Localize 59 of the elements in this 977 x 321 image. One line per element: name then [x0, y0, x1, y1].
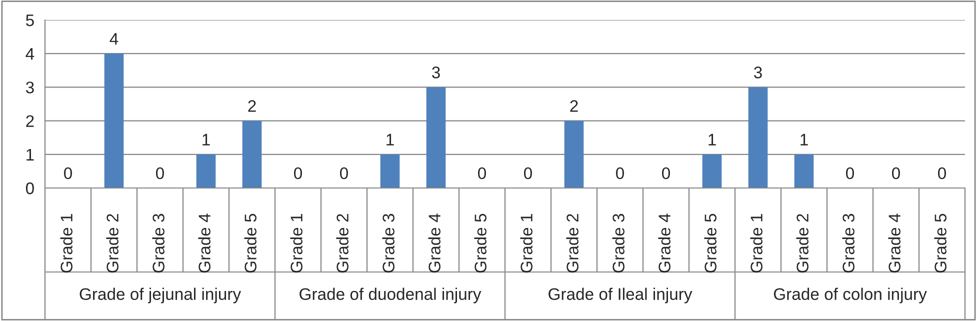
y-tick-label: 2	[26, 115, 34, 127]
bar	[748, 87, 768, 188]
text: Grade of colon injury	[774, 288, 927, 304]
data-label: 0	[478, 167, 486, 180]
data-label: 0	[340, 167, 348, 180]
x-tick-label: Grade 1	[520, 214, 532, 273]
x-tick-label: Grade 3	[842, 214, 854, 273]
data-label: 0	[938, 167, 946, 180]
x-tick-label: Grade 5	[934, 214, 946, 273]
x-tick-label: Grade 4	[658, 214, 670, 273]
x-tick-label: Grade 1	[750, 214, 762, 273]
data-label: 1	[386, 134, 394, 146]
bar	[104, 54, 124, 188]
x-tick-label: Grade 3	[612, 214, 624, 273]
x-tick-label: Grade 2	[336, 214, 348, 273]
x-tick-label: Grade 3	[152, 214, 164, 273]
data-label: 0	[892, 167, 900, 180]
data-label: 3	[432, 66, 440, 78]
data-label: 0	[294, 167, 302, 180]
y-tick-label: 4	[26, 48, 34, 60]
data-label: 4	[110, 33, 118, 45]
data-label: 2	[570, 100, 578, 112]
x-tick-label: Grade 4	[428, 214, 440, 273]
x-tick-label: Grade 5	[704, 214, 716, 273]
data-label: 1	[800, 134, 808, 146]
x-tick-label: Grade 1	[60, 214, 72, 273]
x-tick-label: Grade 2	[796, 214, 808, 273]
data-label: 0	[616, 167, 624, 180]
x-tick-label: Grade 1	[290, 214, 302, 273]
x-tick-label: Grade 3	[382, 214, 394, 273]
data-label: 1	[708, 134, 716, 146]
bar	[196, 154, 216, 188]
x-tick-label: Grade 5	[244, 214, 256, 273]
x-tick-label: Grade 2	[106, 214, 118, 273]
bar	[564, 120, 584, 188]
y-tick-label: 1	[26, 148, 34, 160]
data-label: 0	[524, 167, 532, 180]
data-label: 0	[846, 167, 854, 180]
bar	[794, 154, 814, 188]
text: Grade of jejunal injury	[80, 288, 242, 304]
data-label: 0	[64, 167, 72, 180]
y-tick-label: 0	[26, 182, 34, 194]
bar	[426, 87, 446, 188]
bar	[380, 154, 400, 188]
x-tick-label: Grade 2	[566, 214, 578, 273]
x-tick-label: Grade 4	[198, 214, 210, 273]
text: Grade of Ileal injury	[548, 288, 692, 304]
data-label: 2	[248, 100, 256, 112]
y-tick-label: 3	[26, 82, 34, 94]
x-tick-label: Grade 4	[888, 214, 900, 273]
bar	[702, 154, 722, 188]
data-label: 0	[156, 167, 164, 180]
data-label: 3	[754, 66, 762, 78]
data-label: 1	[202, 134, 210, 146]
y-tick-label: 5	[26, 14, 34, 26]
text: Grade of duodenal injury	[300, 288, 482, 304]
bar	[242, 120, 262, 188]
x-tick-label: Grade 5	[474, 214, 486, 273]
data-label: 0	[662, 167, 670, 180]
